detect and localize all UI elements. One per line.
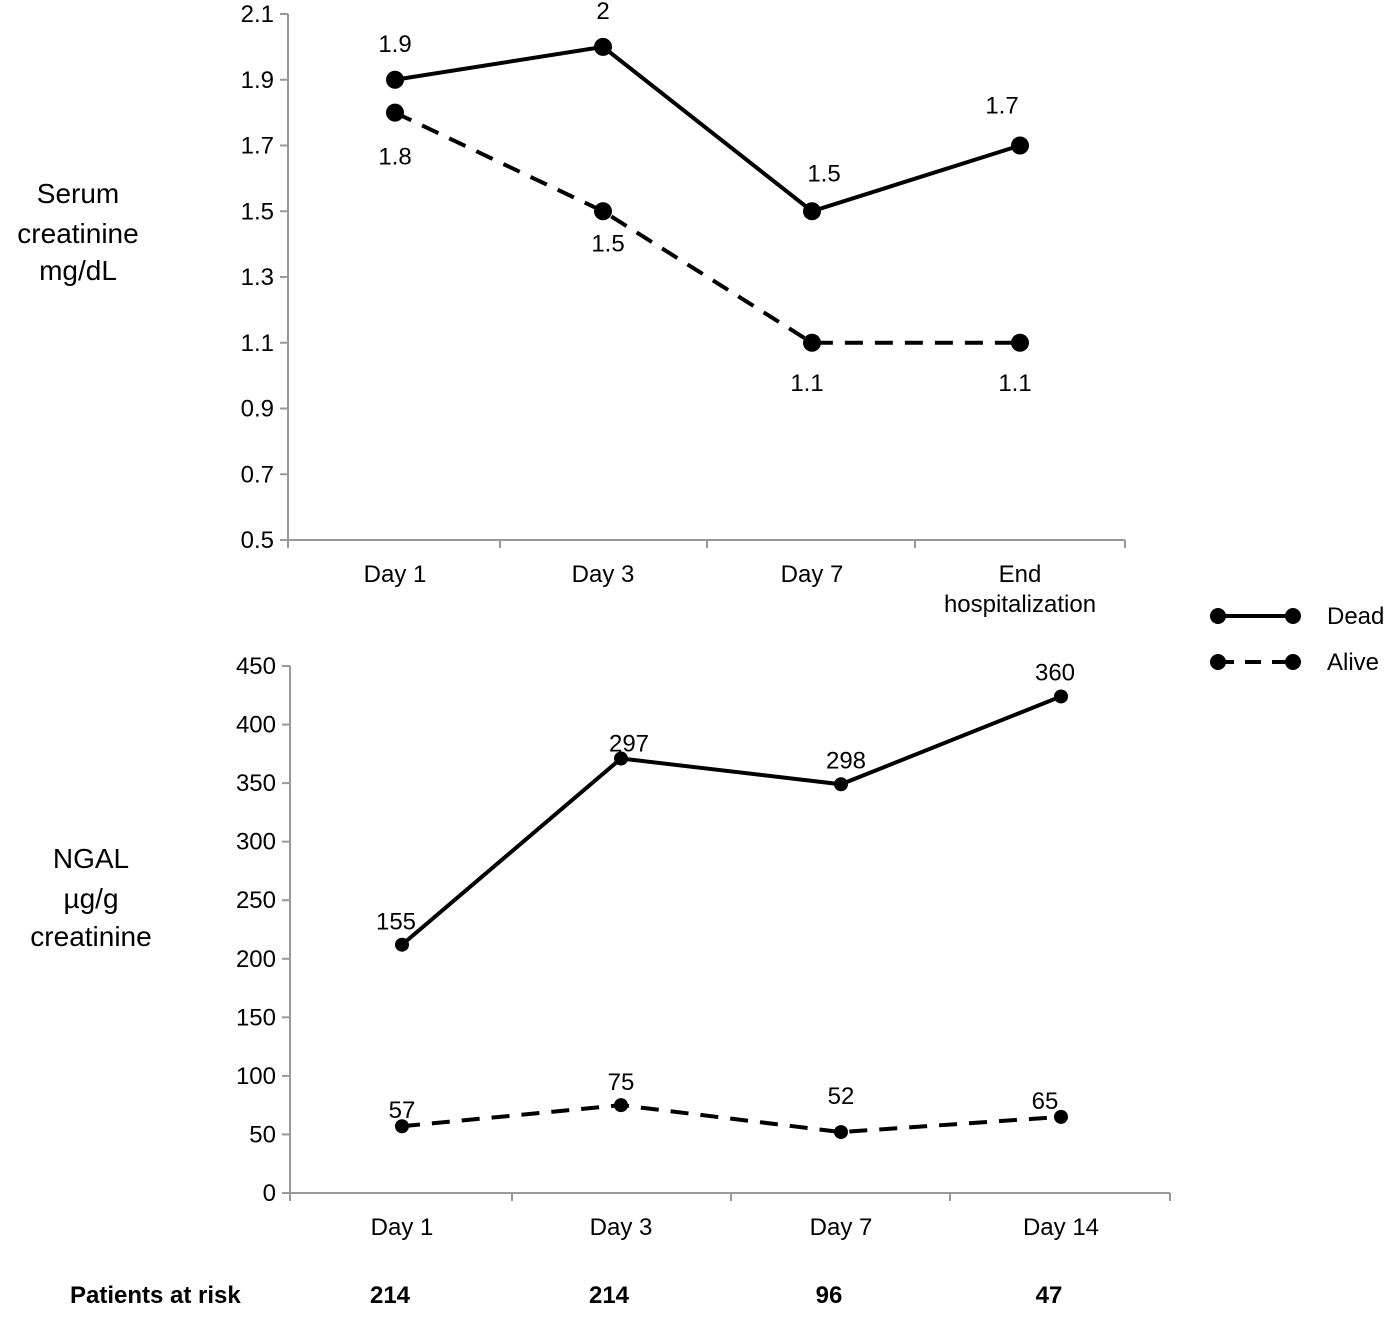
y-tick-label: 250 (236, 887, 276, 914)
data-point-dead (1011, 136, 1029, 155)
legend-label-alive: Alive (1327, 649, 1379, 676)
data-label-dead: 1.5 (807, 160, 840, 187)
y-axis-label: NGAL (53, 843, 129, 874)
data-label-alive: 1.8 (378, 144, 411, 171)
x-tick-label: End (999, 561, 1042, 588)
series-line-dead (394, 44, 1021, 214)
chart-1: 0.5 0.7 0.9 1.1 1.3 1.5 1.7 1.9 2.1 Day 1 Day 3 Day… (17, 0, 1126, 618)
data-point-dead (395, 937, 409, 952)
legend-marker-dead (1285, 608, 1301, 624)
y-axis-label: creatinine (17, 218, 138, 249)
data-point-alive (803, 333, 821, 352)
y-tick-label: 350 (236, 770, 276, 797)
data-point-dead (386, 70, 404, 89)
data-label-alive: 52 (828, 1083, 855, 1110)
data-point-alive (614, 1098, 628, 1113)
data-point-alive (1054, 1109, 1068, 1124)
patients-at-risk-value: 214 (589, 1282, 630, 1309)
legend-marker-alive (1285, 654, 1301, 670)
y-tick-label: 0.7 (241, 461, 274, 488)
x-tick-label: Day 1 (371, 1214, 434, 1241)
chart-2: 0 50 100 150 200 250 300 350 400 450 Day 1 Day 3 Day… (30, 653, 1171, 1309)
patients-at-risk-value: 96 (816, 1282, 843, 1309)
x-tick-label: Day 14 (1023, 1214, 1099, 1241)
y-tick-label: 1.3 (241, 264, 274, 291)
data-label-alive: 57 (389, 1097, 416, 1124)
data-point-alive (594, 202, 612, 221)
legend-marker-alive (1210, 654, 1226, 670)
y-axis-label: creatinine (30, 921, 151, 952)
data-point-dead (834, 777, 848, 792)
x-tick-label: Day 3 (590, 1214, 653, 1241)
y-tick-label: 450 (236, 653, 276, 680)
data-point-alive (834, 1125, 848, 1140)
data-point-alive (1011, 333, 1029, 352)
legend: Dead Alive (1210, 603, 1384, 676)
data-label-dead: 155 (376, 909, 416, 936)
data-label-alive: 1.1 (998, 370, 1031, 397)
y-tick-label: 0 (263, 1180, 276, 1207)
data-point-dead (614, 751, 628, 766)
y-tick-label: 1.7 (241, 133, 274, 160)
series-line-alive (401, 1103, 1062, 1135)
y-tick-label: 0.5 (241, 527, 274, 554)
data-label-dead: 298 (826, 747, 866, 774)
x-tick-label: Day 7 (781, 561, 844, 588)
legend-marker-dead (1210, 608, 1226, 624)
data-label-dead: 360 (1035, 659, 1075, 686)
data-point-dead (803, 202, 821, 221)
patients-at-risk-label: Patients at risk (70, 1282, 241, 1309)
y-axis-label: µg/g (63, 883, 118, 914)
y-tick-label: 1.9 (241, 67, 274, 94)
y-tick-label: 0.9 (241, 396, 274, 423)
y-tick-label: 50 (249, 1121, 276, 1148)
data-point-alive (386, 103, 404, 122)
y-tick-label: 1.5 (241, 198, 274, 225)
data-point-alive (395, 1119, 409, 1134)
y-tick-label: 100 (236, 1063, 276, 1090)
y-tick-label: 400 (236, 712, 276, 739)
data-label-alive: 75 (608, 1069, 635, 1096)
y-tick-label: 150 (236, 1004, 276, 1031)
legend-label-dead: Dead (1327, 603, 1384, 630)
x-tick-label: Day 1 (364, 561, 427, 588)
data-label-alive: 65 (1032, 1088, 1059, 1115)
x-tick-label: Day 3 (572, 561, 635, 588)
data-point-dead (1054, 689, 1068, 704)
data-point-dead (594, 37, 612, 56)
y-axis-label: mg/dL (39, 255, 117, 286)
data-label-dead: 2 (596, 0, 609, 25)
y-tick-label: 1.1 (241, 330, 274, 357)
y-tick-label: 2.1 (241, 1, 274, 28)
y-axis-label: Serum (37, 178, 119, 209)
data-label-alive: 1.5 (591, 230, 624, 257)
x-tick-label: Day 7 (810, 1214, 873, 1241)
data-label-dead: 297 (609, 731, 649, 758)
data-label-dead: 1.9 (378, 31, 411, 58)
y-tick-label: 300 (236, 829, 276, 856)
series-line-dead (400, 694, 1062, 947)
series-line-alive (394, 110, 1020, 345)
patients-at-risk-value: 47 (1036, 1282, 1063, 1309)
data-label-dead: 1.7 (985, 93, 1018, 120)
patients-at-risk-value: 214 (370, 1282, 411, 1309)
data-label-alive: 1.1 (790, 370, 823, 397)
x-tick-label: hospitalization (944, 591, 1096, 618)
y-tick-label: 200 (236, 946, 276, 973)
